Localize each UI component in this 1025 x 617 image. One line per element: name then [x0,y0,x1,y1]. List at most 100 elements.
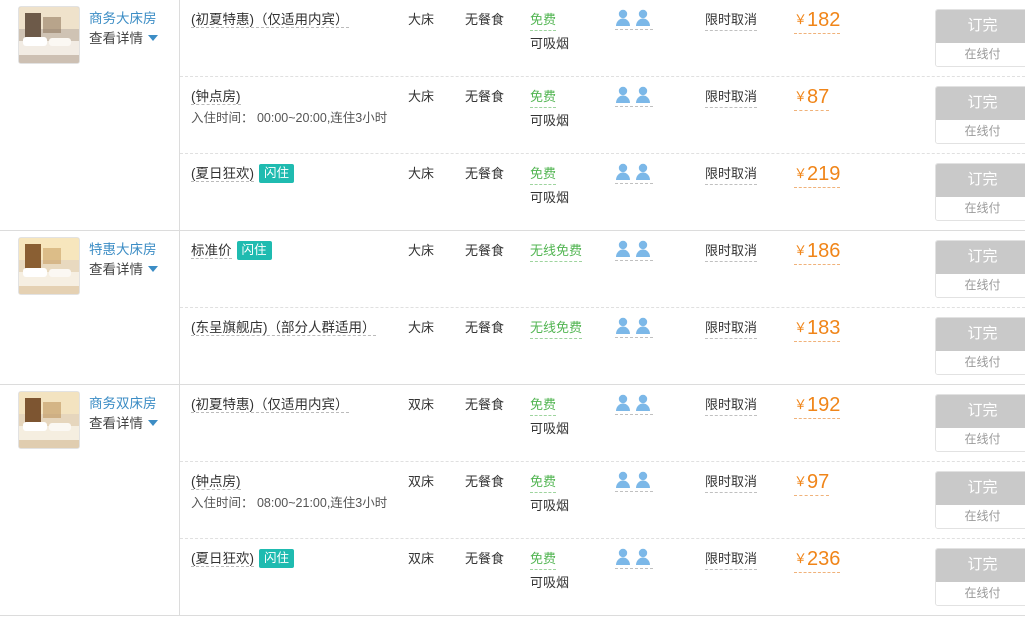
rate-plan-name[interactable]: (初夏特惠)（仅适用内宾） [191,12,349,28]
two-people-icon[interactable] [615,163,653,184]
book-button[interactable]: 订完 在线付 [935,86,1025,144]
price-value[interactable]: ￥219 [794,163,841,188]
rate-plan-cell: 标准价 闪住 [180,240,408,261]
room-photo-thumbnail[interactable] [18,6,80,64]
two-people-icon[interactable] [615,9,653,30]
occupancy-cell [615,86,705,109]
booking-cell: 订完 在线付 [921,548,1025,606]
book-button[interactable]: 订完 在线付 [935,471,1025,529]
rate-rows: (初夏特惠)（仅适用内宾） 双床 无餐食 免费 可吸烟 限时取消 ￥192 订完 在线付 (钟点房… [180,385,1025,615]
book-button[interactable]: 订完 在线付 [935,317,1025,375]
meal-plan-cell: 无餐食 [465,320,505,335]
rate-row: (钟点房) 入住时间： 00:00~20:00,连住3小时 大床 无餐食 免费 可吸烟 限时… [180,77,1025,154]
view-details-label: 查看详情 [89,262,143,277]
view-details-link[interactable]: 查看详情 [89,414,158,434]
bed-type-cell: 大床 [408,89,435,104]
network-cell: 无线免费 [530,317,615,339]
smoking-label: 可吸烟 [530,113,570,128]
rate-plan-name[interactable]: (夏日狂欢) [191,166,254,182]
bed-type-cell: 大床 [408,320,435,335]
view-details-label: 查看详情 [89,31,143,46]
price-value[interactable]: ￥182 [794,9,841,34]
network-label[interactable]: 无线免费 [530,240,583,262]
rate-plan-cell: (初夏特惠)（仅适用内宾） [180,9,408,30]
room-photo-thumbnail[interactable] [18,237,80,295]
two-people-icon[interactable] [615,471,653,492]
book-button-status: 订完 [936,472,1025,505]
rate-plan-name[interactable]: (东呈旗舰店)（部分人群适用） [191,320,376,336]
room-name-link[interactable]: 特惠大床房 [89,242,157,257]
rate-row: (东呈旗舰店)（部分人群适用） 大床 无餐食 无线免费 限时取消 ￥183 订完 在线付 [180,308,1025,384]
two-people-icon[interactable] [615,394,653,415]
network-label[interactable]: 免费 [530,394,557,416]
book-button[interactable]: 订完 在线付 [935,240,1025,298]
rate-plan-subtext: 入住时间： 00:00~20:00,连住3小时 [191,111,388,125]
rate-row: (初夏特惠)（仅适用内宾） 双床 无餐食 免费可吸烟 限时取消 ￥192 订完 在线付 [180,385,1025,462]
rate-plan-name[interactable]: 标准价 [191,243,232,259]
view-details-link[interactable]: 查看详情 [89,29,158,49]
chevron-down-icon [148,35,158,41]
bed-type-cell: 双床 [408,397,435,412]
book-button-status: 订完 [936,164,1025,197]
network-label[interactable]: 免费 [530,471,557,493]
cancellation-cell: 限时取消 [705,471,791,493]
currency-symbol: ￥ [794,89,808,104]
currency-symbol: ￥ [794,166,808,181]
price-value[interactable]: ￥97 [794,471,830,496]
price-amount: 97 [807,471,830,493]
room-photo-thumbnail[interactable] [18,391,80,449]
price-cell: ￥183 [791,317,921,342]
room-name-link[interactable]: 商务双床房 [89,396,157,411]
network-cell: 免费 可吸烟 [530,163,615,208]
book-button[interactable]: 订完 在线付 [935,394,1025,452]
cancellation-policy-label[interactable]: 限时取消 [705,548,758,570]
network-label[interactable]: 免费 [530,163,557,185]
cancellation-policy-label[interactable]: 限时取消 [705,86,758,108]
price-value[interactable]: ￥87 [794,86,830,111]
two-people-icon[interactable] [615,317,653,338]
rate-plan-subtext: 入住时间： 08:00~21:00,连住3小时 [191,496,388,510]
two-people-icon[interactable] [615,240,653,261]
network-label[interactable]: 免费 [530,9,557,31]
cancellation-cell: 限时取消 [705,394,791,416]
smoking-label: 可吸烟 [530,421,570,436]
rate-rows: (初夏特惠)（仅适用内宾） 大床 无餐食 免费 可吸烟 限时取消 ￥182 订完 在线付 (钟点房… [180,0,1025,230]
cancellation-policy-label[interactable]: 限时取消 [705,240,758,262]
cancellation-cell: 限时取消 [705,9,791,31]
book-button-status: 订完 [936,549,1025,582]
currency-symbol: ￥ [794,243,808,258]
rate-plan-name[interactable]: (钟点房) [191,89,241,105]
chevron-down-icon [148,266,158,272]
cancellation-cell: 限时取消 [705,240,791,262]
cancellation-policy-label[interactable]: 限时取消 [705,9,758,31]
occupancy-cell [615,471,705,494]
cancellation-policy-label[interactable]: 限时取消 [705,394,758,416]
two-people-icon[interactable] [615,548,653,569]
meal-plan-cell: 无餐食 [465,551,505,566]
book-button[interactable]: 订完 在线付 [935,548,1025,606]
price-value[interactable]: ￥186 [794,240,841,265]
room-info-cell: 商务双床房 查看详情 [0,385,180,615]
network-label[interactable]: 免费 [530,548,557,570]
price-value[interactable]: ￥183 [794,317,841,342]
booking-cell: 订完 在线付 [921,471,1025,529]
cancellation-policy-label[interactable]: 限时取消 [705,163,758,185]
rate-plan-name[interactable]: (初夏特惠)（仅适用内宾） [191,397,349,413]
two-people-icon[interactable] [615,86,653,107]
book-button[interactable]: 订完 在线付 [935,163,1025,221]
meal-plan-cell: 无餐食 [465,243,505,258]
price-amount: 183 [807,317,841,339]
cancellation-policy-label[interactable]: 限时取消 [705,317,758,339]
meal-plan-cell: 无餐食 [465,397,505,412]
room-name-link[interactable]: 商务大床房 [89,11,157,26]
network-label[interactable]: 无线免费 [530,317,583,339]
book-button[interactable]: 订完 在线付 [935,9,1025,67]
price-value[interactable]: ￥236 [794,548,841,573]
view-details-link[interactable]: 查看详情 [89,260,158,280]
rate-plan-name[interactable]: (钟点房) [191,474,241,490]
rate-plan-name[interactable]: (夏日狂欢) [191,551,254,567]
price-value[interactable]: ￥192 [794,394,841,419]
network-label[interactable]: 免费 [530,86,557,108]
cancellation-policy-label[interactable]: 限时取消 [705,471,758,493]
chevron-down-icon [148,420,158,426]
